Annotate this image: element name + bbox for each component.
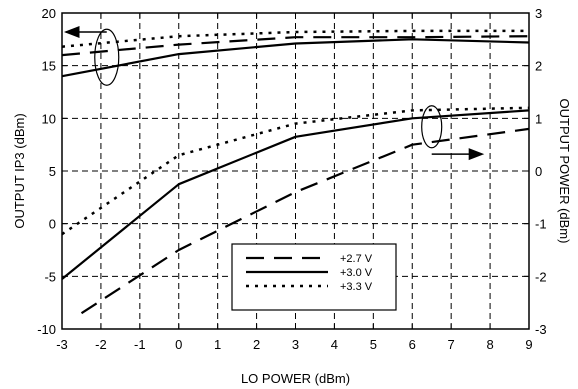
x-tick-label: 9 xyxy=(525,337,532,352)
y-tick-label: -10 xyxy=(37,322,56,337)
axis-indicators xyxy=(63,25,485,161)
x-tick-label: 1 xyxy=(214,337,221,352)
x-tick-label: 5 xyxy=(370,337,377,352)
x-tick-label: 3 xyxy=(292,337,299,352)
legend: +2.7 V +3.0 V +3.3 V xyxy=(231,243,397,311)
y2-tick-label: 1 xyxy=(535,111,542,126)
legend-label-2: +3.3 V xyxy=(340,281,373,293)
y2-tick-label: -3 xyxy=(535,322,547,337)
right-axis-arrow-head xyxy=(468,148,485,161)
y-tick-label: 15 xyxy=(42,59,56,74)
y-tick-label: 5 xyxy=(49,164,56,179)
x-tick-label: -1 xyxy=(134,337,146,352)
y-tick-label: -5 xyxy=(44,269,56,284)
x-tick-label: 2 xyxy=(253,337,260,352)
legend-label-0: +2.7 V xyxy=(340,253,373,265)
y2-tick-label: 0 xyxy=(535,164,542,179)
y2-tick-label: -2 xyxy=(535,269,547,284)
y2-tick-label: 2 xyxy=(535,59,542,74)
x-axis-title: LO POWER (dBm) xyxy=(241,371,350,386)
series-line-left-2 xyxy=(61,29,529,48)
y-tick-label: 0 xyxy=(49,217,56,232)
series-line-left-0 xyxy=(61,35,530,57)
y-tick-label: 10 xyxy=(42,111,56,126)
legend-box xyxy=(231,243,397,311)
x-tick-label: 7 xyxy=(448,337,455,352)
left-axis-ellipse xyxy=(94,28,120,86)
series-line-left-1 xyxy=(61,38,530,78)
x-tick-label: 8 xyxy=(486,337,493,352)
y-axis-title: OUTPUT IP3 (dBm) xyxy=(12,113,27,228)
y-tick-label: 20 xyxy=(42,6,56,21)
series-line-right-5 xyxy=(61,106,530,236)
legend-label-1: +3.0 V xyxy=(340,267,373,279)
y2-tick-label: -1 xyxy=(535,217,547,232)
x-tick-label: -3 xyxy=(56,337,68,352)
y2-axis-title: OUTPUT POWER (dBm) xyxy=(557,99,572,244)
x-tick-label: 0 xyxy=(175,337,182,352)
x-tick-label: 6 xyxy=(409,337,416,352)
y2-tick-label: 3 xyxy=(535,6,542,21)
left-axis-arrow-head xyxy=(63,25,80,38)
x-tick-label: 4 xyxy=(331,337,338,352)
series-line-right-4 xyxy=(61,109,530,280)
x-tick-label: -2 xyxy=(95,337,107,352)
right-axis-ellipse xyxy=(421,105,443,149)
